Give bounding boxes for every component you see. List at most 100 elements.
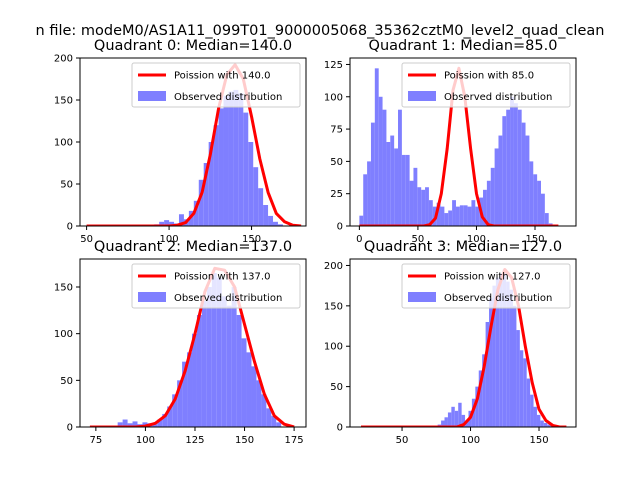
histogram-bar — [211, 273, 217, 427]
histogram-bar — [370, 122, 375, 226]
histogram-bar — [382, 109, 387, 226]
histogram-bar — [459, 205, 464, 226]
x-tick-label: 100 — [136, 435, 155, 446]
x-tick-label: 150 — [242, 234, 261, 245]
histogram-bar — [261, 394, 267, 427]
histogram-bar — [127, 423, 133, 427]
histogram-bar — [506, 109, 511, 226]
histogram-bar — [159, 221, 165, 226]
histogram-bar — [405, 154, 410, 226]
histogram-bar — [499, 273, 503, 427]
x-tick-label: 125 — [185, 435, 204, 446]
histogram-bar — [359, 215, 364, 226]
histogram-bar — [486, 180, 491, 226]
legend-box — [401, 263, 571, 309]
histogram-bar — [467, 206, 472, 226]
x-tick-label: 75 — [89, 435, 102, 446]
histogram-bar — [413, 167, 418, 226]
legend-label-observed: Observed distribution — [444, 92, 552, 103]
histogram-bar — [526, 378, 531, 427]
legend-label-poisson: Poission with 85.0 — [444, 71, 534, 82]
histogram-bar — [428, 200, 433, 226]
legend-box — [401, 62, 571, 108]
legend: Poission with 127.0 Observed distribution — [401, 263, 571, 309]
histogram-bar — [271, 415, 277, 427]
histogram-bar — [485, 322, 490, 427]
histogram-bar — [231, 287, 237, 427]
histogram-bar — [533, 174, 538, 226]
histogram-bar — [544, 213, 549, 226]
histogram-bar — [172, 394, 178, 427]
subplot-grid: 50 100 150 0 50 100 150 200 Quadrant 0: Median=1… — [54, 38, 577, 446]
y-tick-label: 200 — [324, 261, 343, 272]
y-tick-label: 0 — [337, 222, 343, 233]
legend-label-observed: Observed distribution — [174, 92, 282, 103]
y-tick-label: 25 — [330, 189, 343, 200]
histogram-bar — [409, 180, 414, 226]
histogram-bar — [529, 161, 534, 226]
histogram-bar — [512, 305, 517, 427]
legend: Poission with 85.0 Observed distribution — [401, 62, 571, 108]
histogram-bar — [169, 221, 175, 226]
histogram-bar — [510, 96, 514, 226]
histogram-bar — [218, 108, 224, 226]
histogram-bar — [490, 167, 495, 226]
histogram-bar — [417, 187, 422, 226]
axes-frame — [349, 57, 577, 227]
histogram-bar — [506, 281, 510, 427]
y-tick-label: 150 — [54, 283, 73, 294]
legend-label-observed: Observed distribution — [444, 293, 552, 304]
histogram-bar — [378, 96, 383, 226]
histogram-bar — [475, 386, 479, 427]
histogram-bar — [492, 285, 496, 427]
y-tick-label: 150 — [324, 301, 343, 312]
x-tick-label: 0 — [356, 234, 362, 245]
histogram-bar — [441, 420, 445, 427]
x-tick-label: 50 — [80, 234, 93, 245]
x-tick-label: 150 — [525, 234, 544, 245]
y-tick-label: 50 — [60, 376, 73, 387]
subplot-0: 50 100 150 0 50 100 150 200 Quadrant 0: Median=1… — [54, 38, 307, 245]
y-tick-label: 50 — [60, 180, 73, 191]
histogram-bar — [193, 200, 199, 226]
histogram-bar — [162, 413, 168, 427]
histogram-bar — [517, 109, 522, 226]
y-tick-label: 75 — [330, 125, 343, 136]
plot-area — [86, 63, 302, 226]
histogram-bar — [461, 414, 466, 427]
histogram-bar — [206, 287, 212, 427]
histogram-bar — [201, 301, 207, 427]
x-tick-label: 50 — [412, 234, 425, 245]
legend: Poission with 137.0 Observed distribution — [131, 263, 301, 309]
subplot-title: Quadrant 0: Median=140.0 — [94, 38, 292, 54]
legend-box — [131, 263, 301, 309]
histogram-bar — [187, 352, 193, 427]
histogram-bar — [251, 366, 257, 427]
histogram-bar — [521, 122, 526, 226]
legend-box — [131, 62, 301, 108]
histogram-bar — [502, 269, 507, 427]
histogram-bar — [177, 380, 183, 427]
x-tick-label: 150 — [235, 435, 254, 446]
histogram-bar — [451, 406, 455, 427]
histogram-bar — [525, 135, 530, 226]
histogram-bar — [444, 213, 449, 226]
histogram-bar — [243, 112, 249, 226]
figure-suptitle: n file: modeM0/AS1A11_099T01_9000005068_… — [36, 23, 605, 39]
histogram-bar — [248, 142, 254, 226]
histogram-bar — [465, 420, 469, 427]
x-tick-label: 50 — [396, 435, 409, 446]
histogram-bar — [421, 189, 426, 226]
x-tick-label: 100 — [160, 234, 179, 245]
histogram-bar — [367, 161, 371, 226]
y-tick-label: 150 — [54, 96, 73, 107]
subplot-3: 50 100 150 0 50 100 150 200 Quadrant 3: Median=1… — [324, 239, 577, 446]
histogram-bar — [516, 330, 520, 427]
histogram-bar — [228, 91, 234, 226]
x-tick-label: 100 — [461, 435, 480, 446]
histogram-bar — [509, 289, 513, 427]
legend-label-poisson: Poission with 137.0 — [174, 272, 270, 283]
y-tick-label: 100 — [324, 342, 343, 353]
histogram-bar — [489, 297, 493, 427]
histogram-bar — [277, 224, 283, 226]
